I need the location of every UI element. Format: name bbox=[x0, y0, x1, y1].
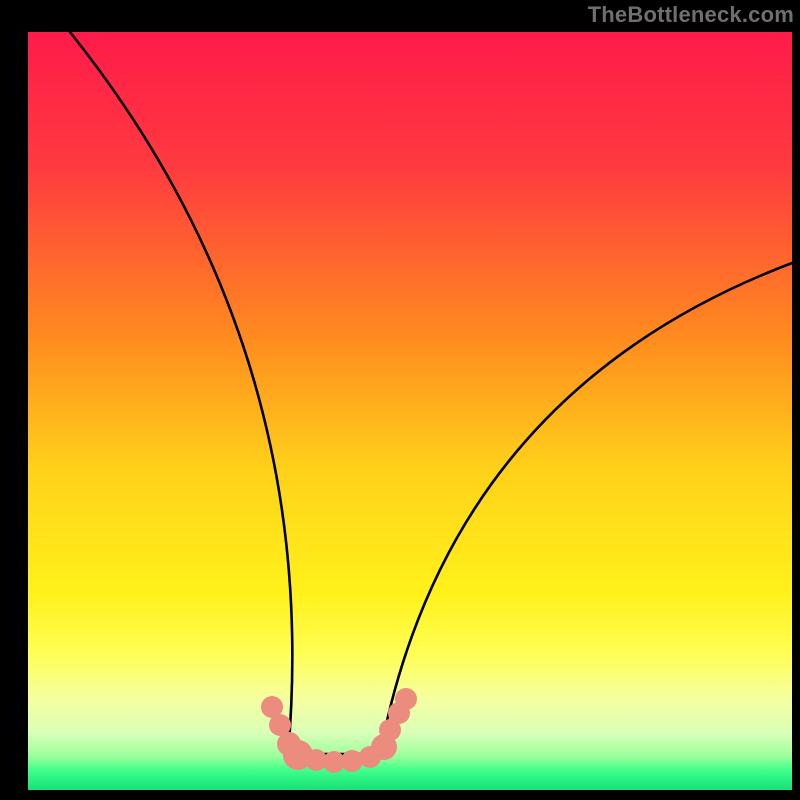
optimum-dot-cluster bbox=[261, 688, 417, 773]
watermark-text: TheBottleneck.com bbox=[588, 2, 794, 28]
optimum-dot bbox=[395, 688, 417, 710]
chart-canvas: TheBottleneck.com bbox=[0, 0, 800, 800]
chart-overlay-svg bbox=[28, 32, 792, 790]
bottleneck-curve bbox=[70, 32, 792, 754]
